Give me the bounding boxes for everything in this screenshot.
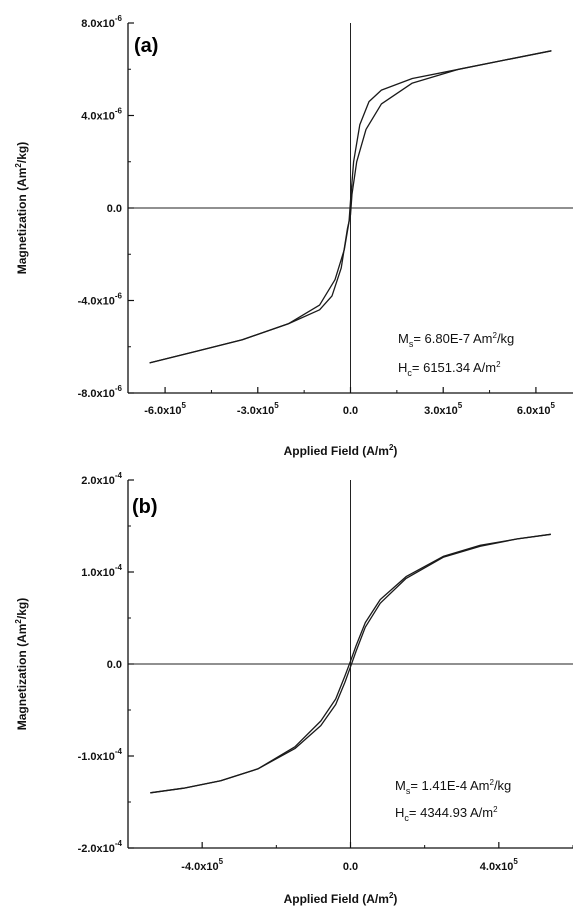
chart-panel-b: -2.0x10-4-1.0x10-40.01.0x10-42.0x10-4-4.… xyxy=(14,471,573,906)
x-tick-label-mantissa: 0.0 xyxy=(343,405,358,417)
y-tick-label: -1.0x10-4 xyxy=(78,747,123,763)
x-tick-label: -6.0x105 xyxy=(144,401,186,417)
x-axis-title-text: Applied Field (A/m xyxy=(284,892,389,906)
x-tick-label-exponent: 5 xyxy=(458,401,463,410)
x-tick-label: 6.0x105 xyxy=(517,401,556,417)
panel-label: (b) xyxy=(132,496,158,518)
y-tick-label: 0.0 xyxy=(107,659,122,671)
y-tick-label-mantissa: 4.0x10 xyxy=(81,111,115,123)
y-tick-label: 4.0x10-6 xyxy=(81,107,122,123)
y-tick-label-mantissa: 2.0x10 xyxy=(81,475,115,487)
y-tick-label-mantissa: 0.0 xyxy=(107,659,122,671)
y-tick-label-mantissa: -1.0x10 xyxy=(78,751,115,763)
y-tick-label-exponent: -4 xyxy=(115,471,123,480)
y-axis-title-text: Magnetization (Am xyxy=(15,168,29,275)
y-tick-label: -8.0x10-6 xyxy=(78,384,123,400)
x-axis-title-text: Applied Field (A/m xyxy=(284,444,389,458)
annotation-value: = 6151.34 A/m xyxy=(412,360,496,375)
annotation-value: = 1.41E-4 Am xyxy=(410,778,489,793)
annotation-symbol: H xyxy=(398,360,407,375)
y-tick-label-exponent: -4 xyxy=(115,563,123,572)
annotation-subscript: s xyxy=(406,786,411,796)
y-tick-label: 1.0x10-4 xyxy=(81,563,122,579)
y-tick-label: 0.0 xyxy=(107,203,122,215)
x-tick-label-mantissa: 4.0x10 xyxy=(480,861,514,873)
annotation-symbol: M xyxy=(398,331,409,346)
x-tick-label: 3.0x105 xyxy=(424,401,463,417)
x-tick-label: -4.0x105 xyxy=(181,857,223,873)
annotation-unit-end: /kg xyxy=(497,331,514,346)
x-tick-label-exponent: 5 xyxy=(182,401,187,410)
saturation-annotation: Ms= 6.80E-7 Am2/kg xyxy=(398,331,514,349)
y-tick-label-exponent: -6 xyxy=(115,107,123,116)
x-tick-label-exponent: 5 xyxy=(513,857,518,866)
annotation-unit-end: /kg xyxy=(494,778,511,793)
x-tick-label: 0.0 xyxy=(343,405,358,417)
y-tick-label: -4.0x10-6 xyxy=(78,292,123,308)
hysteresis-branch-2 xyxy=(150,533,551,794)
y-axis-title-text: Magnetization (Am xyxy=(15,624,29,731)
y-axis-title-sup: 2 xyxy=(14,619,23,624)
x-tick-label: 0.0 xyxy=(343,861,358,873)
annotation-superscript: 2 xyxy=(489,778,494,787)
y-tick-label-exponent: -6 xyxy=(115,384,123,393)
x-tick-label-mantissa: 6.0x10 xyxy=(517,405,551,417)
x-tick-label-mantissa: -4.0x10 xyxy=(181,861,218,873)
coercivity-annotation: Hc= 4344.93 A/m2 xyxy=(395,805,498,823)
x-tick-label-mantissa: 0.0 xyxy=(343,861,358,873)
annotation-value: = 4344.93 A/m xyxy=(409,805,493,820)
y-tick-label-exponent: -4 xyxy=(115,747,123,756)
y-tick-label: -2.0x10-4 xyxy=(78,839,123,855)
annotation-symbol: M xyxy=(395,778,406,793)
y-tick-label-mantissa: -2.0x10 xyxy=(78,843,115,855)
x-axis-title-end: ) xyxy=(393,444,397,458)
x-tick-label-exponent: 5 xyxy=(551,401,556,410)
annotation-superscript: 2 xyxy=(492,331,497,340)
x-tick-label-mantissa: -3.0x10 xyxy=(237,405,274,417)
x-axis-title-end: ) xyxy=(393,892,397,906)
x-tick-label-exponent: 5 xyxy=(274,401,279,410)
annotation-subscript: c xyxy=(404,813,409,823)
y-axis-title: Magnetization (Am2/kg) xyxy=(14,142,29,274)
y-tick-label-mantissa: -4.0x10 xyxy=(78,296,115,308)
x-tick-label-mantissa: 3.0x10 xyxy=(424,405,458,417)
annotation-subscript: s xyxy=(409,339,414,349)
x-tick-label: 4.0x105 xyxy=(480,857,519,873)
annotation-superscript: 2 xyxy=(493,805,498,814)
coercivity-annotation: Hc= 6151.34 A/m2 xyxy=(398,360,501,378)
x-axis-title: Applied Field (A/m2) xyxy=(284,443,398,458)
x-tick-label-exponent: 5 xyxy=(219,857,224,866)
y-axis-title-end: /kg) xyxy=(15,142,29,163)
y-axis-title-sup: 2 xyxy=(14,163,23,168)
saturation-annotation: Ms= 1.41E-4 Am2/kg xyxy=(395,778,511,796)
x-axis-title: Applied Field (A/m2) xyxy=(284,891,398,906)
x-tick-label: -3.0x105 xyxy=(237,401,279,417)
annotation-symbol: H xyxy=(395,805,404,820)
chart-panel-a: -8.0x10-6-4.0x10-60.04.0x10-68.0x10-6-6.… xyxy=(14,14,573,458)
y-tick-label-mantissa: 0.0 xyxy=(107,203,122,215)
y-axis-title-end: /kg) xyxy=(15,598,29,619)
y-tick-label-exponent: -4 xyxy=(115,839,123,848)
annotation-value: = 6.80E-7 Am xyxy=(413,331,492,346)
y-tick-label-mantissa: 8.0x10 xyxy=(81,18,115,30)
y-tick-label: 2.0x10-4 xyxy=(81,471,122,487)
y-tick-label: 8.0x10-6 xyxy=(81,14,122,30)
y-tick-label-mantissa: 1.0x10 xyxy=(81,567,115,579)
y-tick-label-exponent: -6 xyxy=(115,292,123,301)
y-tick-label-exponent: -6 xyxy=(115,14,123,23)
y-axis-title: Magnetization (Am2/kg) xyxy=(14,598,29,730)
y-tick-label-mantissa: -8.0x10 xyxy=(78,388,115,400)
x-axis-title-sup: 2 xyxy=(389,891,394,900)
hysteresis-branch-2 xyxy=(149,50,552,364)
panel-label: (a) xyxy=(134,35,158,57)
x-tick-label-mantissa: -6.0x10 xyxy=(144,405,181,417)
annotation-subscript: c xyxy=(407,368,412,378)
x-axis-title-sup: 2 xyxy=(389,443,394,452)
annotation-superscript: 2 xyxy=(496,360,501,369)
